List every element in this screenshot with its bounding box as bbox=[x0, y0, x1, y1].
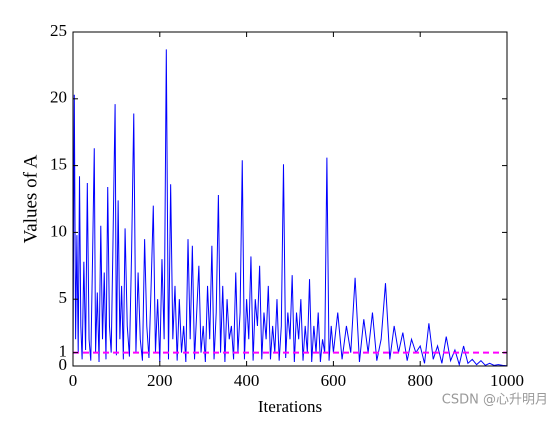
y-tick-label: 25 bbox=[50, 21, 67, 40]
y-tick-label: 10 bbox=[50, 221, 67, 240]
y-tick-label: 0 bbox=[59, 355, 68, 374]
x-tick-label: 200 bbox=[147, 371, 173, 390]
x-tick-label: 1000 bbox=[490, 371, 524, 390]
axes-box bbox=[72, 31, 508, 367]
x-axis-label: Iterations bbox=[258, 397, 322, 416]
y-tick-label: 20 bbox=[50, 88, 67, 107]
y-tick-label: 15 bbox=[50, 155, 67, 174]
x-tick-label: 400 bbox=[234, 371, 260, 390]
x-tick-label: 600 bbox=[321, 371, 347, 390]
y-tick-label: 5 bbox=[59, 288, 68, 307]
watermark: CSDN @心升明月 bbox=[442, 393, 548, 408]
x-tick-label: 800 bbox=[407, 371, 433, 390]
y-tick-label: 1 bbox=[59, 342, 68, 361]
x-tick-label: 0 bbox=[69, 371, 78, 390]
y-axis-label: Values of A bbox=[20, 154, 41, 243]
